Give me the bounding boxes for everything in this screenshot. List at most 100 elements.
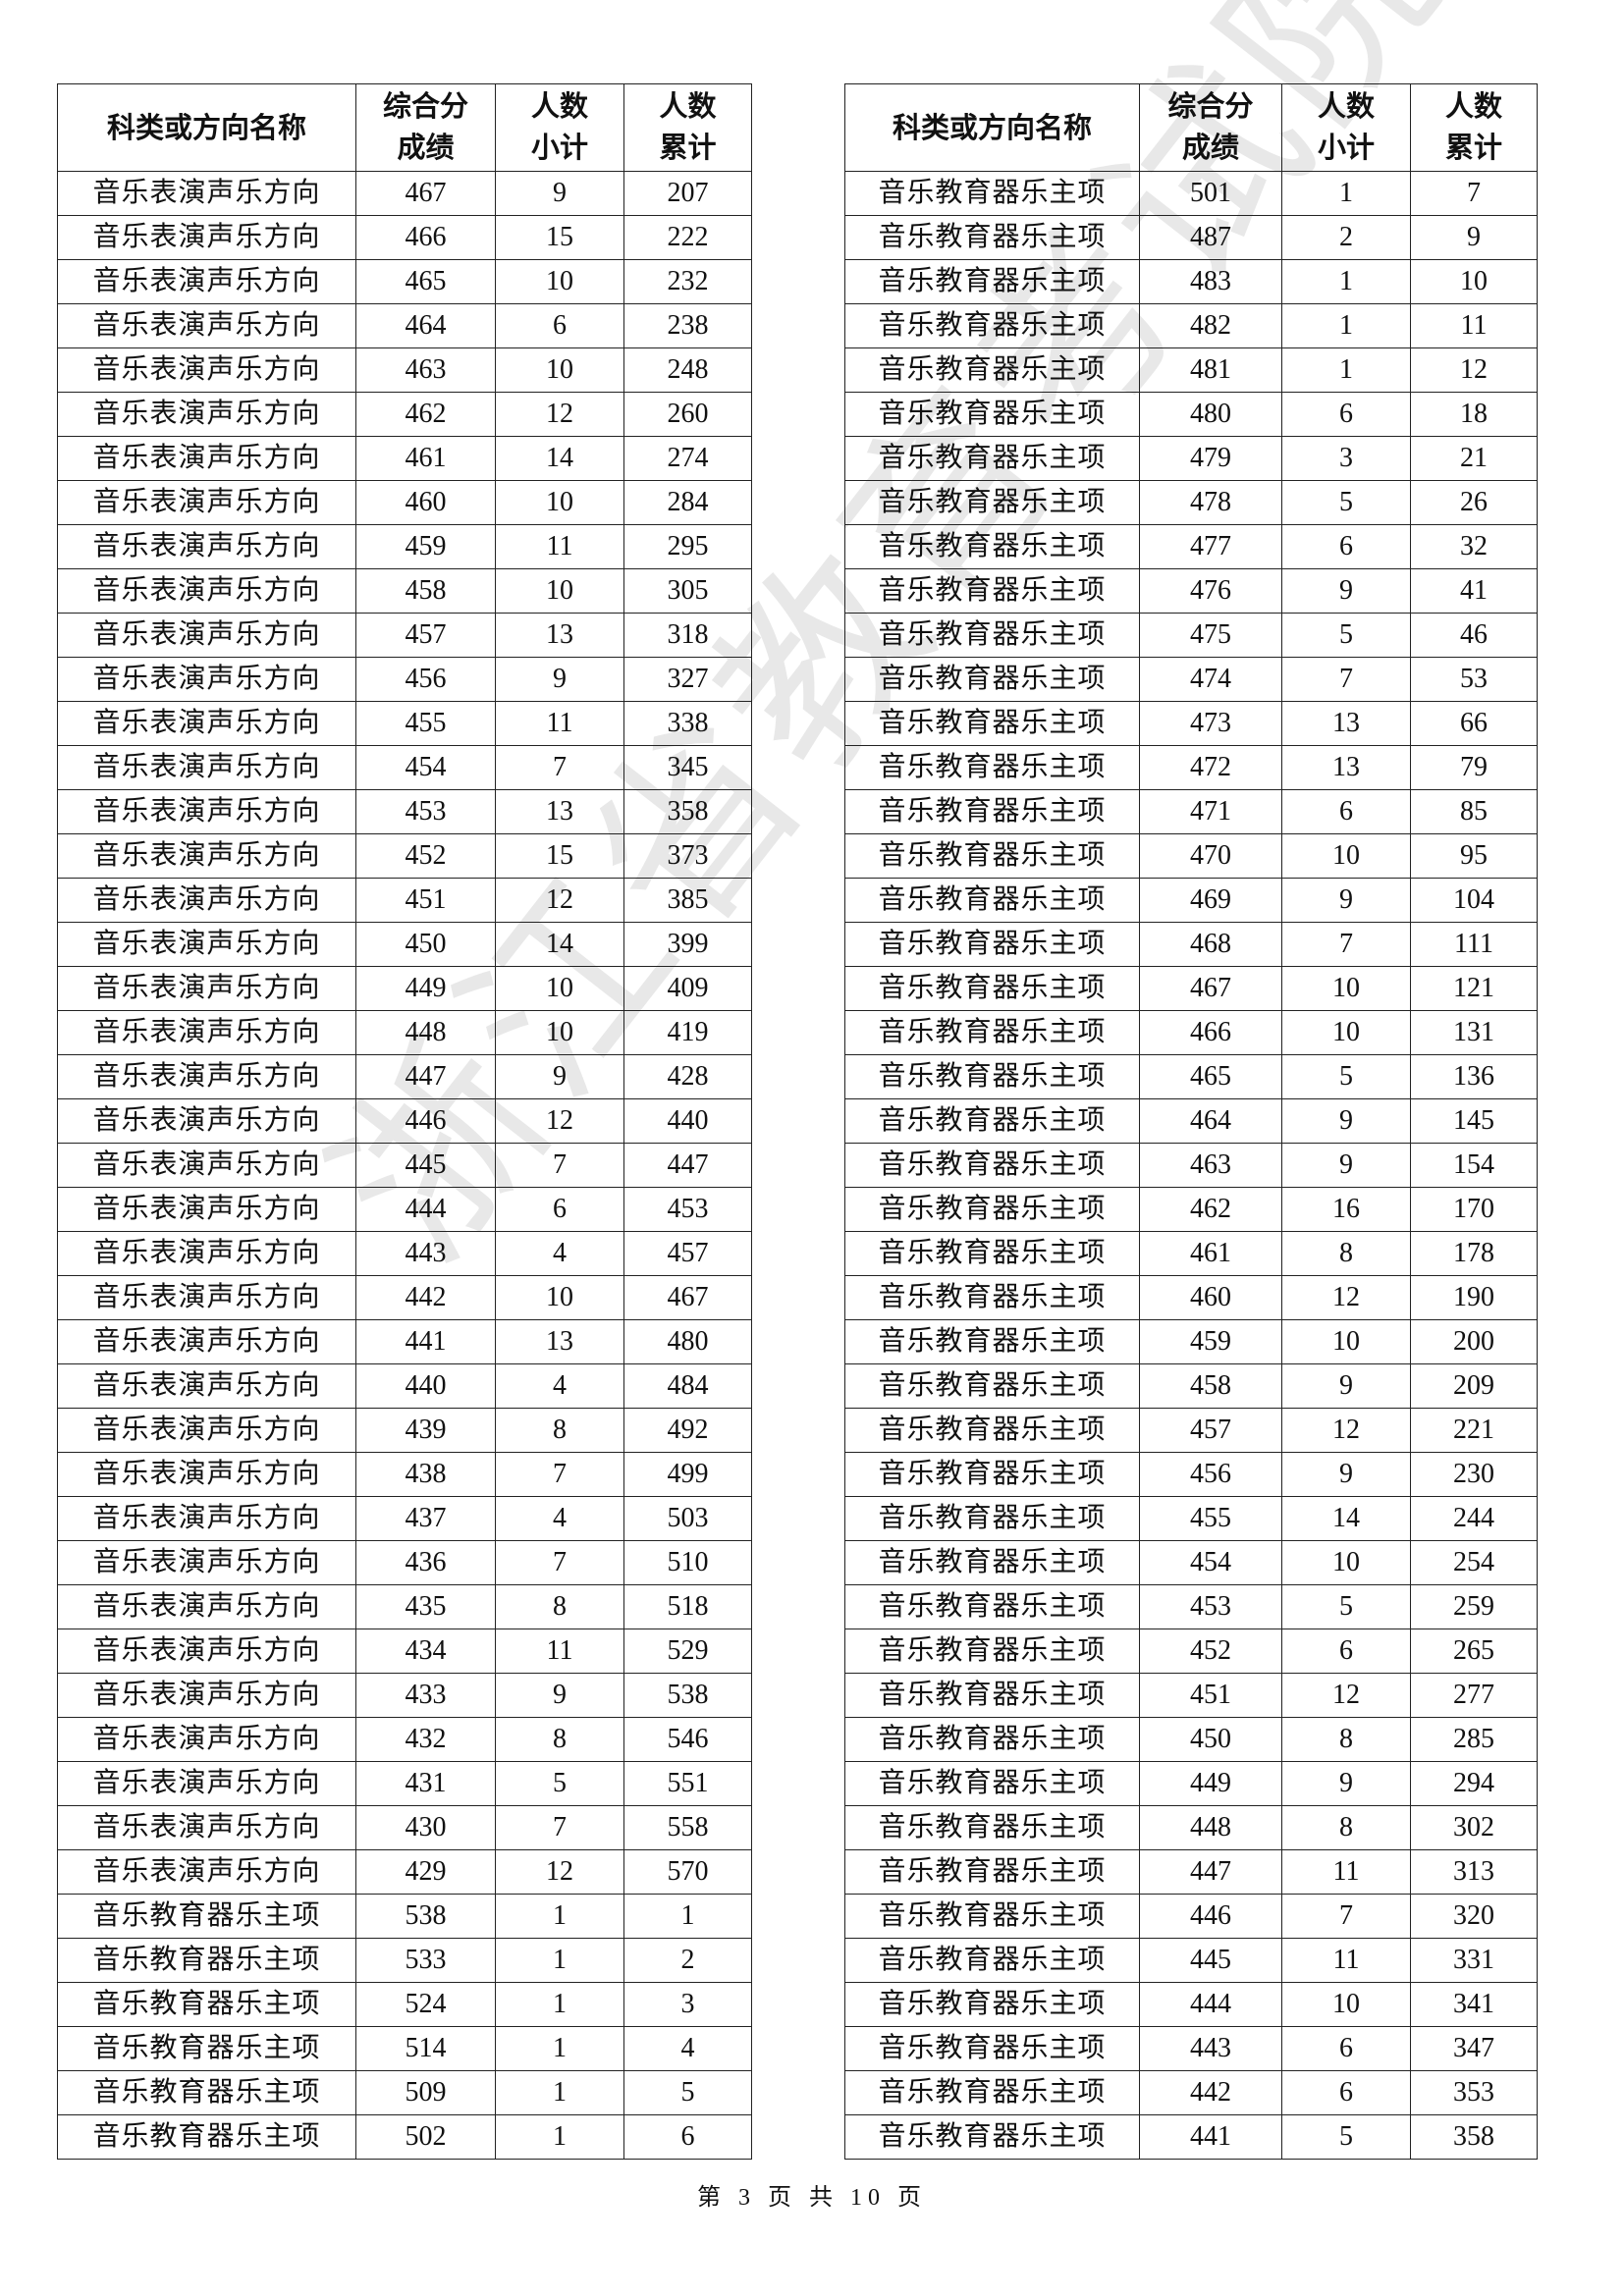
count-cumulative-cell: 373 [623, 833, 752, 879]
category-name-cell: 音乐教育器乐主项 [844, 259, 1140, 304]
count-subtotal-cell: 6 [1281, 524, 1411, 569]
table-row: 音乐教育器乐主项 451 12 277 [844, 1673, 1538, 1718]
table-row: 音乐表演声乐方向 429 12 570 [57, 1849, 752, 1895]
table-row: 音乐表演声乐方向 435 8 518 [57, 1584, 752, 1629]
count-subtotal-cell: 6 [495, 303, 624, 348]
count-subtotal-cell: 10 [495, 966, 624, 1011]
category-name-cell: 音乐教育器乐主项 [844, 966, 1140, 1011]
count-cumulative-cell: 3 [623, 1982, 752, 2027]
composite-score-cell: 461 [355, 436, 496, 481]
table-row: 音乐教育器乐主项 476 9 41 [844, 568, 1538, 614]
category-name-cell: 音乐表演声乐方向 [57, 1717, 356, 1762]
count-cumulative-cell: 453 [623, 1187, 752, 1232]
count-cumulative-cell: 1 [623, 1894, 752, 1939]
category-name-cell: 音乐表演声乐方向 [57, 1054, 356, 1099]
table-row: 音乐表演声乐方向 461 14 274 [57, 436, 752, 481]
count-cumulative-cell: 327 [623, 657, 752, 702]
table-row: 音乐表演声乐方向 447 9 428 [57, 1054, 752, 1099]
table-row: 音乐表演声乐方向 467 9 207 [57, 171, 752, 216]
table-row: 音乐教育器乐主项 459 10 200 [844, 1319, 1538, 1364]
composite-score-cell: 466 [355, 215, 496, 260]
composite-score-cell: 459 [1139, 1319, 1282, 1364]
category-name-cell: 音乐教育器乐主项 [57, 2114, 356, 2160]
composite-score-cell: 434 [355, 1629, 496, 1674]
count-cumulative-cell: 111 [1410, 922, 1538, 967]
count-cumulative-cell: 285 [1410, 1717, 1538, 1762]
composite-score-cell: 470 [1139, 833, 1282, 879]
count-cumulative-cell: 254 [1410, 1540, 1538, 1585]
page-footer: 第 3 页 共 10 页 [697, 2185, 927, 2211]
composite-score-cell: 454 [1139, 1540, 1282, 1585]
category-name-cell: 音乐教育器乐主项 [844, 568, 1140, 614]
count-subtotal-cell: 1 [495, 2026, 624, 2071]
composite-score-cell: 458 [355, 568, 496, 614]
count-cumulative-cell: 341 [1410, 1982, 1538, 2027]
composite-score-cell: 456 [1139, 1452, 1282, 1497]
composite-score-cell: 457 [355, 613, 496, 658]
category-name-cell: 音乐表演声乐方向 [57, 878, 356, 923]
count-subtotal-cell: 9 [495, 657, 624, 702]
category-name-cell: 音乐表演声乐方向 [57, 1629, 356, 1674]
count-subtotal-cell: 10 [1281, 1010, 1411, 1055]
count-cumulative-cell: 79 [1410, 745, 1538, 790]
count-subtotal-cell: 1 [1281, 259, 1411, 304]
count-subtotal-cell: 5 [1281, 1054, 1411, 1099]
category-name-cell: 音乐表演声乐方向 [57, 1761, 356, 1806]
category-name-cell: 音乐表演声乐方向 [57, 1143, 356, 1188]
category-name-cell: 音乐教育器乐主项 [844, 745, 1140, 790]
table-row: 音乐表演声乐方向 433 9 538 [57, 1673, 752, 1718]
composite-score-cell: 451 [1139, 1673, 1282, 1718]
table-row: 音乐教育器乐主项 487 2 9 [844, 215, 1538, 260]
count-subtotal-cell: 4 [495, 1496, 624, 1541]
composite-score-cell: 476 [1139, 568, 1282, 614]
category-name-cell: 音乐教育器乐主项 [844, 392, 1140, 437]
count-subtotal-cell: 4 [495, 1363, 624, 1409]
count-cumulative-cell: 338 [623, 701, 752, 746]
composite-score-cell: 444 [1139, 1982, 1282, 2027]
category-name-cell: 音乐表演声乐方向 [57, 1849, 356, 1895]
table-row: 音乐教育器乐主项 442 6 353 [844, 2070, 1538, 2115]
table-header-row: 科类或方向名称 综合分成绩 人数小计 人数累计 [57, 83, 752, 172]
count-subtotal-cell: 11 [495, 701, 624, 746]
composite-score-cell: 457 [1139, 1408, 1282, 1453]
table-row: 音乐表演声乐方向 449 10 409 [57, 966, 752, 1011]
count-cumulative-cell: 238 [623, 303, 752, 348]
composite-score-cell: 509 [355, 2070, 496, 2115]
composite-score-cell: 446 [355, 1098, 496, 1144]
table-row: 音乐表演声乐方向 436 7 510 [57, 1540, 752, 1585]
header-count-subtotal: 人数小计 [495, 83, 624, 172]
count-cumulative-cell: 503 [623, 1496, 752, 1541]
count-subtotal-cell: 12 [1281, 1275, 1411, 1320]
composite-score-cell: 450 [355, 922, 496, 967]
count-subtotal-cell: 2 [1281, 215, 1411, 260]
composite-score-cell: 439 [355, 1408, 496, 1453]
count-subtotal-cell: 7 [1281, 922, 1411, 967]
table-header-row: 科类或方向名称 综合分成绩 人数小计 人数累计 [844, 83, 1538, 172]
composite-score-cell: 447 [355, 1054, 496, 1099]
count-subtotal-cell: 10 [495, 1275, 624, 1320]
count-subtotal-cell: 8 [495, 1584, 624, 1629]
count-cumulative-cell: 66 [1410, 701, 1538, 746]
composite-score-cell: 451 [355, 878, 496, 923]
count-cumulative-cell: 18 [1410, 392, 1538, 437]
count-cumulative-cell: 104 [1410, 878, 1538, 923]
composite-score-cell: 452 [355, 833, 496, 879]
count-subtotal-cell: 8 [495, 1717, 624, 1762]
count-cumulative-cell: 170 [1410, 1187, 1538, 1232]
header-composite-score: 综合分成绩 [1139, 83, 1282, 172]
count-cumulative-cell: 5 [623, 2070, 752, 2115]
composite-score-cell: 450 [1139, 1717, 1282, 1762]
table-row: 音乐教育器乐主项 483 1 10 [844, 259, 1538, 304]
composite-score-cell: 429 [355, 1849, 496, 1895]
count-cumulative-cell: 294 [1410, 1761, 1538, 1806]
header-label: 科类或方向名称 [106, 113, 306, 145]
composite-score-cell: 501 [1139, 171, 1282, 216]
table-row: 音乐教育器乐主项 501 1 7 [844, 171, 1538, 216]
composite-score-cell: 463 [355, 347, 496, 393]
count-cumulative-cell: 302 [1410, 1805, 1538, 1850]
table-row: 音乐教育器乐主项 467 10 121 [844, 966, 1538, 1011]
table-row: 音乐教育器乐主项 472 13 79 [844, 745, 1538, 790]
count-cumulative-cell: 345 [623, 745, 752, 790]
composite-score-cell: 514 [355, 2026, 496, 2071]
table-row: 音乐表演声乐方向 455 11 338 [57, 701, 752, 746]
